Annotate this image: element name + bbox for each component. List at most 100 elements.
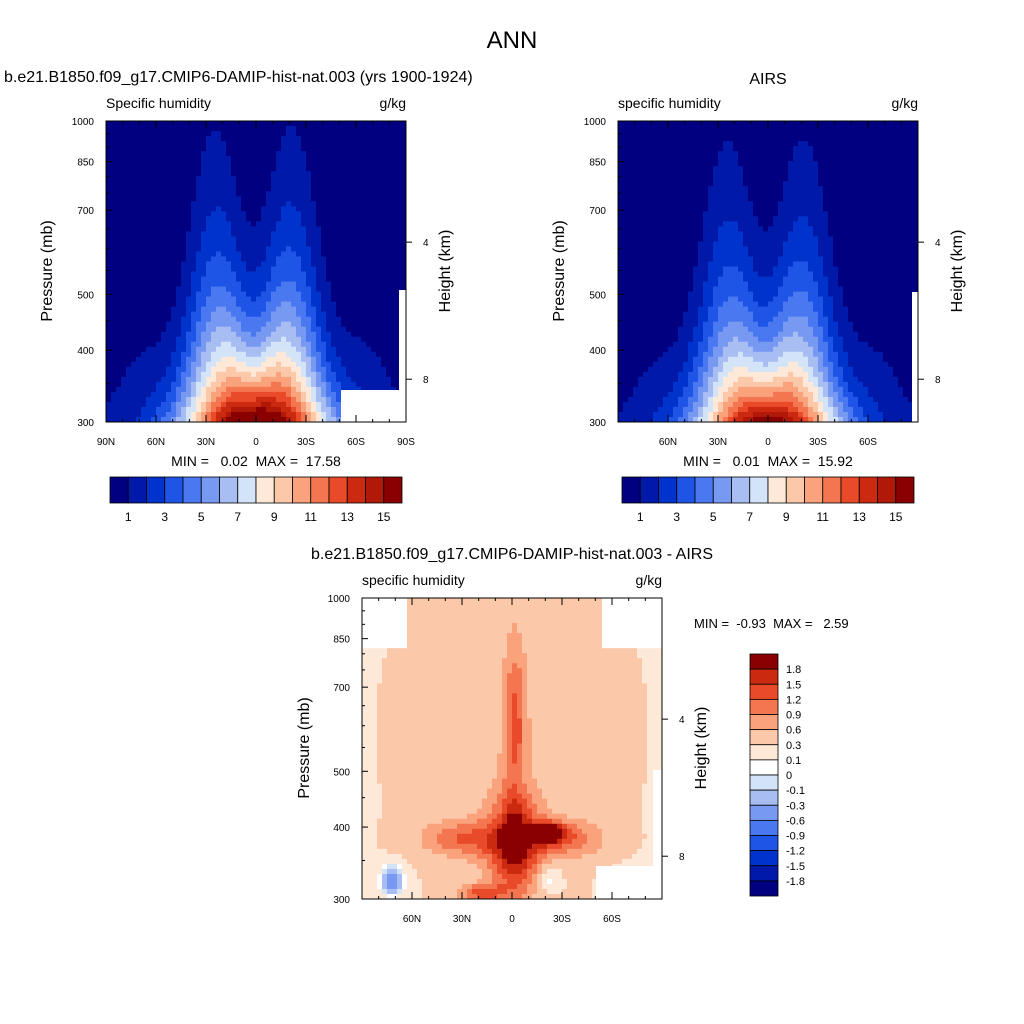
field-cell [136, 281, 142, 288]
field-cell [251, 356, 257, 363]
field-cell [658, 176, 664, 182]
field-cell [301, 221, 307, 227]
field-cell [231, 416, 237, 422]
field-cell [658, 321, 664, 328]
field-cell [186, 296, 192, 303]
field-cell [648, 231, 654, 237]
field-cell [311, 221, 317, 227]
field-cell [371, 146, 377, 152]
field-cell [673, 141, 679, 147]
field-cell [316, 126, 322, 132]
field-cell [628, 221, 634, 227]
field-cell [126, 206, 132, 212]
field-cell [683, 156, 689, 162]
field-cell [396, 201, 402, 207]
field-cell [221, 286, 227, 293]
field-cell [618, 296, 624, 303]
field-cell [633, 371, 639, 378]
field-cell [131, 136, 137, 142]
field-cell [678, 326, 684, 333]
field-cell [301, 231, 307, 237]
field-cell [121, 326, 127, 333]
field-cell [206, 276, 212, 283]
field-cell [683, 121, 689, 127]
colorbar-label: 5 [198, 510, 205, 524]
field-cell [256, 146, 262, 152]
field-cell [241, 176, 247, 182]
field-cell [346, 156, 352, 162]
field-cell [286, 276, 292, 283]
field-cell [633, 121, 639, 127]
field-cell [266, 141, 272, 147]
field-cell [658, 406, 664, 413]
field-cell [146, 146, 152, 152]
field-cell [653, 331, 659, 338]
field-cell [271, 281, 277, 288]
field-cell [246, 301, 252, 308]
field-cell [266, 226, 272, 232]
field-cell [643, 216, 649, 222]
field-cell [401, 281, 406, 288]
field-cell [638, 401, 644, 408]
field-cell [351, 256, 357, 263]
field-cell [648, 126, 654, 132]
field-cell [136, 226, 142, 232]
field-cell [623, 406, 629, 413]
field-cell [201, 296, 207, 303]
field-cell [683, 331, 689, 338]
field-cell [708, 321, 714, 328]
field-cell [321, 191, 327, 197]
field-cell [356, 326, 362, 333]
field-cell [376, 161, 382, 167]
field-cell [623, 276, 629, 283]
field-cell [261, 356, 267, 363]
field-cell [708, 411, 714, 418]
colorbar-label: 11 [305, 510, 318, 524]
field-cell [121, 156, 127, 162]
field-cell [146, 181, 152, 187]
field-cell [718, 261, 724, 268]
field-cell [291, 336, 297, 343]
field-cell [366, 306, 372, 313]
field-cell [116, 366, 122, 373]
field-cell [391, 261, 397, 268]
field-cell [246, 226, 252, 232]
field-cell [688, 136, 694, 142]
field-cell [211, 246, 217, 253]
field-cell [366, 191, 372, 197]
field-cell [401, 176, 406, 182]
field-cell [623, 361, 629, 368]
field-cell [391, 386, 397, 393]
field-cell [136, 186, 142, 192]
field-cell [156, 376, 162, 383]
field-cell [396, 281, 402, 288]
field-cell [206, 126, 212, 132]
field-cell [326, 166, 332, 172]
field-cell [141, 141, 147, 147]
field-cell [266, 371, 272, 378]
field-cell [668, 406, 674, 413]
field-cell [708, 166, 714, 172]
field-cell [186, 251, 192, 258]
field-cell [678, 351, 684, 358]
field-cell [166, 171, 172, 177]
field-cell [301, 271, 307, 278]
field-cell [638, 186, 644, 192]
field-cell [306, 241, 312, 248]
field-cell [381, 121, 387, 127]
field-cell [111, 201, 117, 207]
field-cell [171, 376, 177, 383]
field-cell [718, 151, 724, 157]
field-cell [301, 141, 307, 147]
field-cell [236, 211, 242, 217]
field-cell [361, 341, 367, 348]
field-cell [276, 131, 282, 137]
field-cell [251, 181, 257, 187]
field-cell [668, 366, 674, 373]
field-cell [618, 171, 624, 177]
field-cell [276, 196, 282, 202]
field-cell [693, 161, 699, 167]
field-cell [256, 401, 262, 408]
